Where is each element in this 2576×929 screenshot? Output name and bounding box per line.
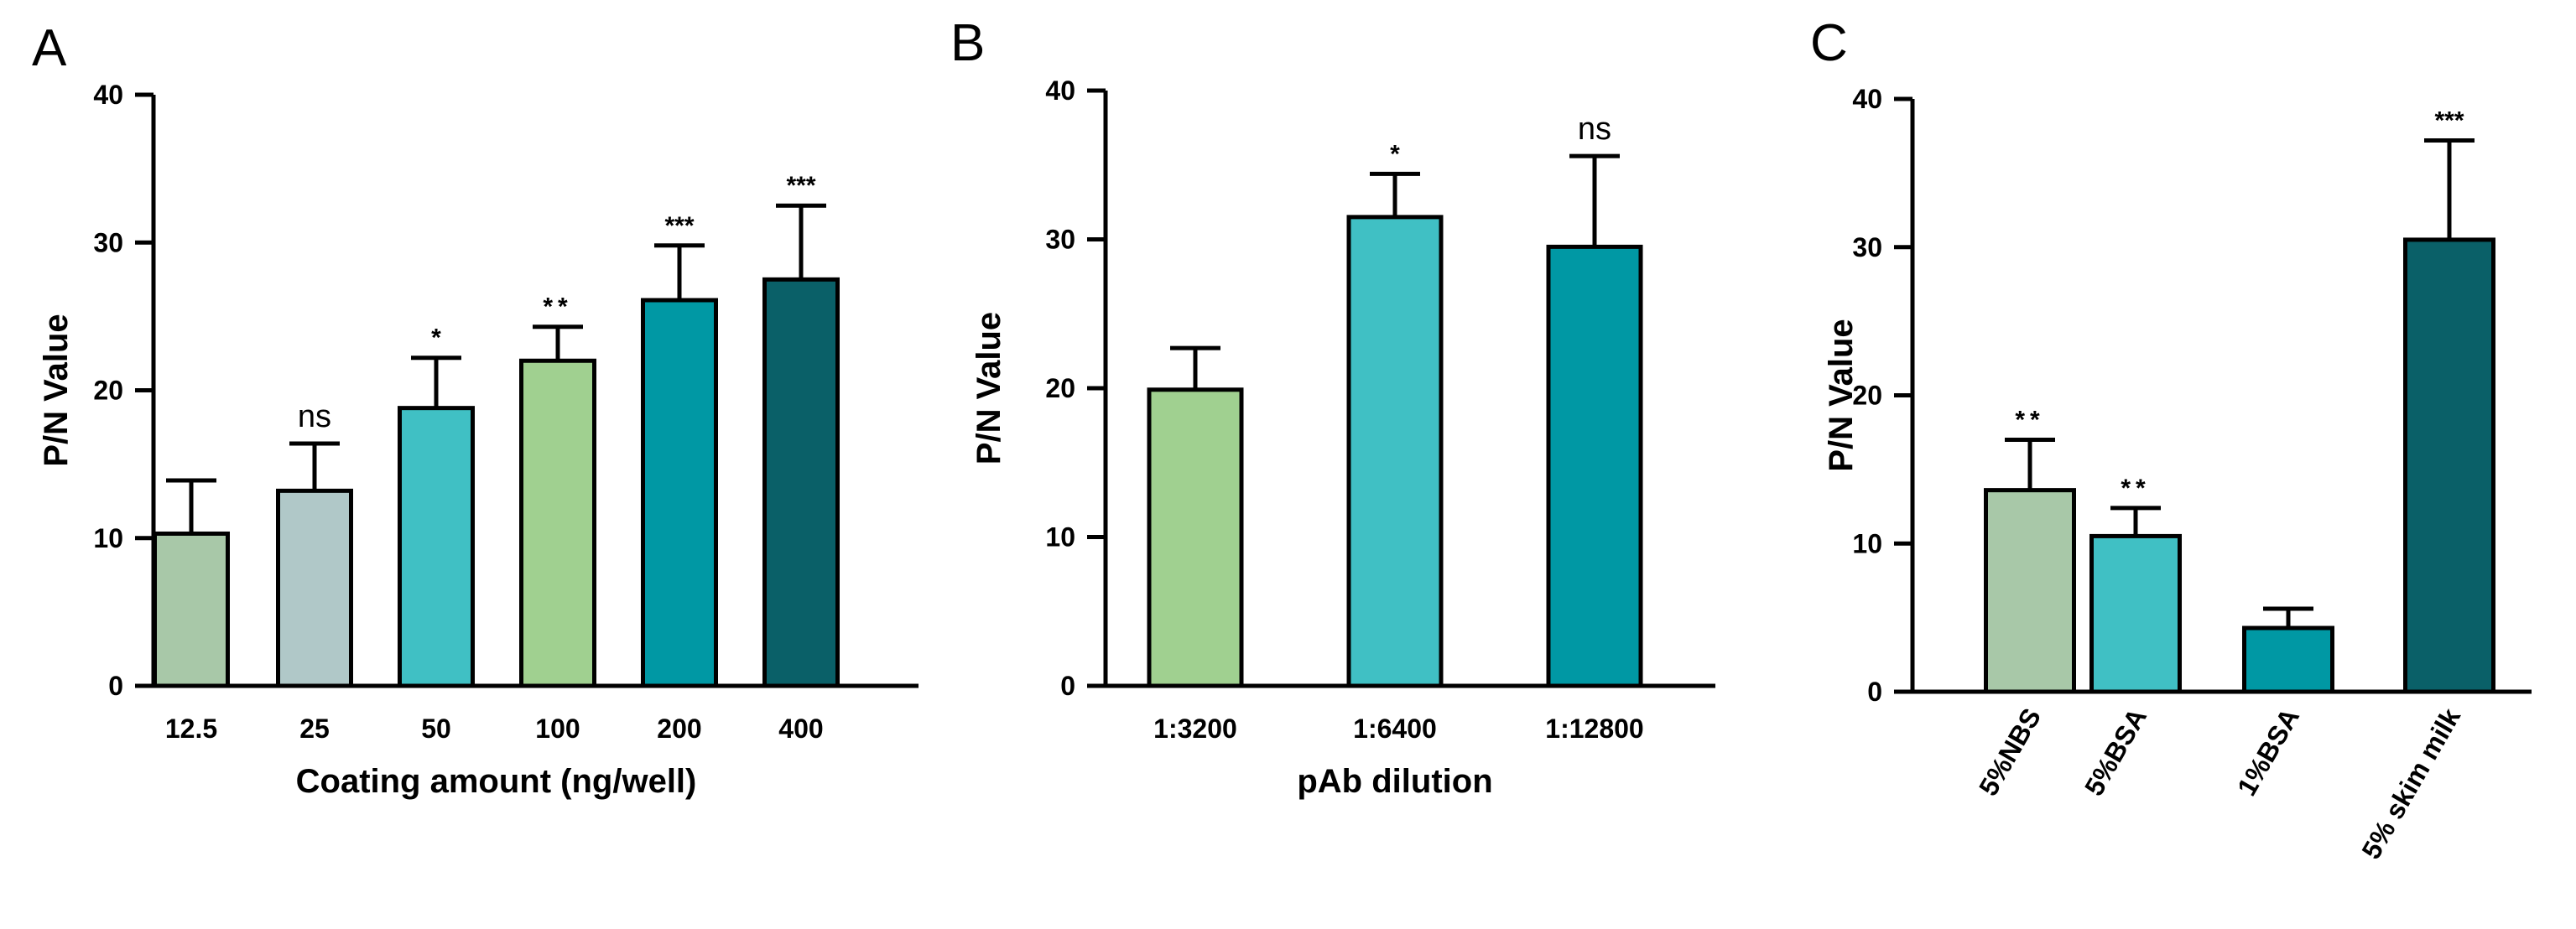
y-tick-label: 20 <box>1852 381 1882 411</box>
significance-label: ns <box>298 399 331 434</box>
significance-label: ** <box>543 293 572 321</box>
x-tick-label: 1%BSA <box>2231 703 2305 802</box>
x-tick-label: 5% skim milk <box>2355 703 2466 864</box>
panel-b: B 0 10 20 30 40 P/N Value 1:3200 * 1:6400 ns 1:1280… <box>950 14 1715 800</box>
x-tick-label: 1:6400 <box>1353 714 1437 744</box>
panel-letter: A <box>32 19 67 77</box>
y-tick-label: 40 <box>93 80 123 110</box>
significance-label: ** <box>2015 407 2044 434</box>
x-tick-label: 5%BSA <box>2079 703 2152 802</box>
panel-c: C 0 10 20 30 40 P/N Value ** 5%NBS ** 5%BSA 1%BSA **… <box>1810 14 2532 864</box>
bar <box>519 358 596 688</box>
x-axis-title: pAb dilution <box>1297 763 1492 800</box>
significance-label: *** <box>2434 106 2464 134</box>
bar <box>1984 488 2076 694</box>
x-tick-label: 400 <box>778 714 823 744</box>
y-tick-label: 30 <box>1852 232 1882 262</box>
x-axis-title: Coating amount (ng/well) <box>296 763 697 800</box>
bar <box>2089 533 2182 694</box>
significance-label: *** <box>664 212 694 240</box>
bar <box>276 488 353 688</box>
y-tick-label: 40 <box>1852 84 1882 114</box>
y-tick-label: 10 <box>93 523 123 553</box>
y-tick-label: 30 <box>1045 225 1075 255</box>
y-tick-label: 20 <box>1045 373 1075 403</box>
panel-letter: C <box>1810 14 1848 72</box>
significance-label: ** <box>2121 475 2150 502</box>
bar <box>153 531 230 688</box>
y-tick-label: 20 <box>93 376 123 406</box>
x-tick-label: 100 <box>535 714 580 744</box>
y-tick-label: 10 <box>1852 528 1882 558</box>
y-tick-label: 0 <box>108 671 123 701</box>
bar <box>2403 237 2495 694</box>
x-tick-label: 12.5 <box>165 714 217 744</box>
x-tick-label: 25 <box>299 714 330 744</box>
y-tick-label: 0 <box>1867 677 1882 707</box>
y-tick-label: 10 <box>1045 522 1075 553</box>
x-tick-label: 50 <box>421 714 451 744</box>
bar <box>1147 387 1244 688</box>
x-tick-label: 200 <box>657 714 701 744</box>
bar <box>1346 215 1444 688</box>
significance-label: * <box>431 324 441 352</box>
y-tick-label: 0 <box>1060 671 1075 701</box>
significance-label: * <box>1390 140 1400 168</box>
y-tick-label: 40 <box>1045 75 1075 106</box>
x-tick-label: 5%NBS <box>1973 703 2047 802</box>
y-axis-title: P/N Value <box>971 312 1007 464</box>
bar <box>398 406 475 688</box>
bar <box>1546 244 1643 688</box>
y-axis-title: P/N Value <box>1823 319 1860 471</box>
significance-label: *** <box>786 172 815 200</box>
bar <box>762 277 840 688</box>
significance-label: ns <box>1578 112 1611 147</box>
panel-a: A 0 10 20 30 40 P/N Value 12.5 ns 25 * 50 ** 100 *** 20… <box>32 19 919 800</box>
x-tick-label: 1:3200 <box>1153 714 1237 744</box>
x-tick-label: 1:12800 <box>1545 714 1643 744</box>
panel-letter: B <box>950 14 985 72</box>
bar <box>2242 625 2334 694</box>
y-tick-label: 30 <box>93 227 123 257</box>
y-axis-title: P/N Value <box>38 314 75 466</box>
bar <box>641 298 718 688</box>
